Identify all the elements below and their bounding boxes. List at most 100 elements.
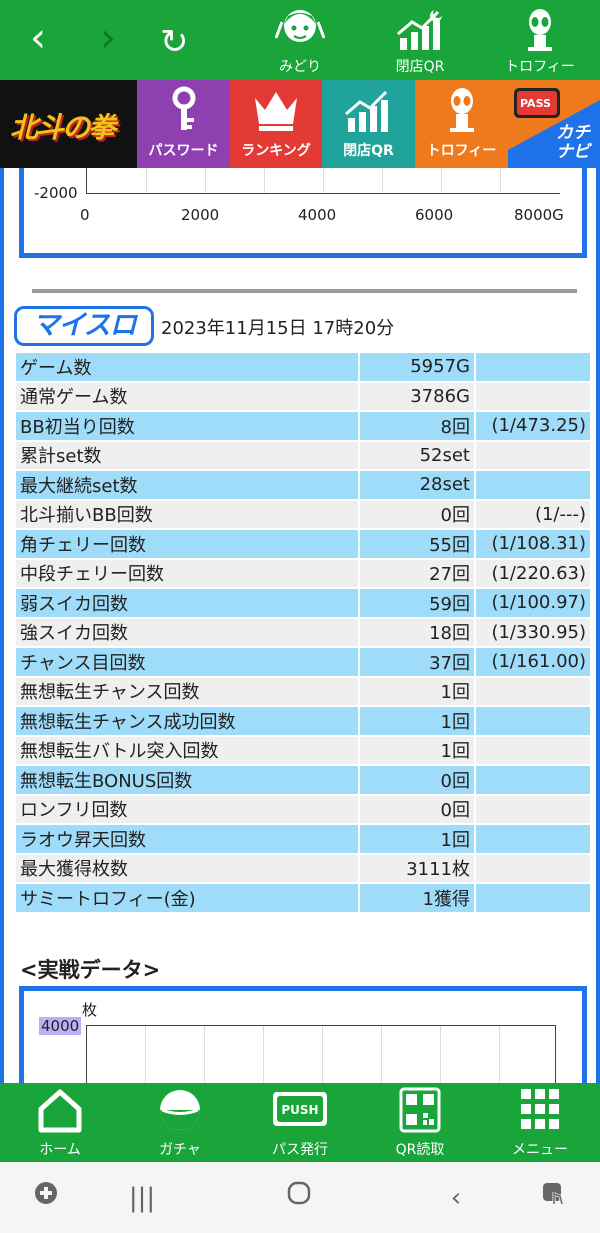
recent-apps-icon[interactable]: ||| [128, 1183, 156, 1213]
menu-strip: 北斗の拳 パスワード ランキング 閉店QR [0, 80, 600, 168]
grid-line [382, 168, 383, 193]
stat-ratio: (1/---) [476, 500, 590, 528]
system-nav-bar: ||| ‹ [0, 1162, 600, 1233]
game-tools-icon[interactable] [26, 1180, 66, 1216]
x-tick-label: 4000 [298, 206, 337, 224]
stat-ratio [476, 825, 590, 853]
stats-table: ゲーム数 5957G 通常ゲーム数 3786G BB初当り回数 8回 (1/473.25) 累… [16, 351, 590, 914]
stat-label: サミートロフィー(金) [16, 884, 360, 912]
system-back-icon[interactable]: ‹ [450, 1183, 462, 1213]
section-title: <実戦データ> [20, 958, 161, 982]
menu-password-tile[interactable]: パスワード [137, 80, 230, 168]
stat-label: 角チェリー回数 [16, 530, 360, 558]
stat-value: 1回 [360, 707, 476, 735]
bottom-nav: ホーム ガチャ PUSH パス発行 QR読取 [0, 1083, 600, 1162]
nav-qr-read[interactable]: QR読取 [370, 1087, 470, 1159]
stat-label: 無想転生チャンス回数 [16, 677, 360, 705]
stat-ratio: (1/161.00) [476, 648, 590, 676]
table-row: 強スイカ回数 18回 (1/330.95) [16, 618, 590, 646]
stat-label: 最大獲得枚数 [16, 854, 360, 882]
stat-label: 強スイカ回数 [16, 618, 360, 646]
top-closing-qr-label: 閉店QR [395, 59, 445, 75]
stat-label: 中段チェリー回数 [16, 559, 360, 587]
table-row: 最大継続set数 28set [16, 471, 590, 499]
menu-trophy-tile[interactable]: トロフィー [415, 80, 508, 168]
nav-gacha[interactable]: ガチャ [130, 1087, 230, 1159]
main-content[interactable]: -2000 0 2000 4000 6000 8000G マイスロ 2023年1… [0, 168, 600, 1083]
nav-home-label: ホーム [39, 1142, 81, 1158]
reload-icon[interactable]: ↻ [160, 22, 189, 62]
stat-value: 3111枚 [360, 854, 476, 882]
stat-ratio: (1/473.25) [476, 412, 590, 440]
qr-code-icon [399, 1087, 441, 1133]
stat-value: 5957G [360, 353, 476, 381]
x-tick-label: 0 [80, 206, 90, 224]
stat-value: 55回 [360, 530, 476, 558]
stat-label: ゲーム数 [16, 353, 360, 381]
x-tick-label: 8000G [514, 206, 564, 224]
nav-qr-read-label: QR読取 [395, 1142, 445, 1158]
table-row: ゲーム数 5957G [16, 353, 590, 381]
stat-value: 27回 [360, 559, 476, 587]
push-text: PUSH [281, 1103, 319, 1117]
stat-value: 8回 [360, 412, 476, 440]
slump-chart-plot [86, 168, 560, 194]
forward-arrow-icon[interactable]: › [100, 15, 116, 61]
katinavi-banner-icon [508, 80, 600, 150]
stat-ratio [476, 382, 590, 410]
stat-value: 37回 [360, 648, 476, 676]
stat-label: チャンス目回数 [16, 648, 360, 676]
stat-ratio [476, 736, 590, 764]
top-midori-button[interactable]: みどり [260, 6, 340, 76]
stat-ratio [476, 854, 590, 882]
medal-chart-plot [86, 1025, 556, 1083]
menu-katinavi-tile[interactable]: PASS カチナビ [508, 80, 600, 168]
nav-pass-issue[interactable]: PUSH パス発行 [250, 1087, 350, 1159]
top-trophy-button[interactable]: トロフィー [500, 6, 580, 76]
top-closing-qr-button[interactable]: 閉店QR [380, 6, 460, 76]
stat-label: 無想転生BONUS回数 [16, 766, 360, 794]
table-row: BB初当り回数 8回 (1/473.25) [16, 412, 590, 440]
menu-ranking-tile[interactable]: ランキング [230, 80, 322, 168]
hokuto-logo-tile[interactable]: 北斗の拳 [0, 80, 137, 168]
stat-value: 3786G [360, 382, 476, 410]
home-icon [38, 1089, 82, 1133]
grid-line [440, 1026, 441, 1083]
stat-value: 1回 [360, 825, 476, 853]
section-divider [32, 289, 577, 293]
stat-ratio [476, 884, 590, 912]
stat-value: 0回 [360, 795, 476, 823]
menu-closing-qr-tile[interactable]: 閉店QR [322, 80, 415, 168]
y-tick-label: -2000 [34, 184, 78, 202]
back-arrow-icon[interactable]: ‹ [30, 15, 46, 61]
stat-value: 52set [360, 441, 476, 469]
accessibility-touch-icon[interactable] [534, 1180, 574, 1216]
stat-label: 最大継続set数 [16, 471, 360, 499]
stat-value: 18回 [360, 618, 476, 646]
hokuto-logo-text: 北斗の拳 [10, 111, 116, 144]
stat-label: BB初当り回数 [16, 412, 360, 440]
stat-value: 1回 [360, 677, 476, 705]
grid-line [145, 1026, 146, 1083]
key-icon [172, 86, 195, 130]
stat-value: 1獲得 [360, 884, 476, 912]
stat-label: 累計set数 [16, 441, 360, 469]
grid-line [204, 1026, 205, 1083]
nav-home[interactable]: ホーム [10, 1087, 110, 1159]
grid-line [441, 168, 442, 193]
myslo-logo: マイスロ [14, 306, 154, 346]
katinavi-pass-badge: PASS [520, 97, 551, 110]
home-circle-icon[interactable] [279, 1180, 319, 1216]
table-row: 北斗揃いBB回数 0回 (1/---) [16, 500, 590, 528]
stat-value: 28set [360, 471, 476, 499]
stat-label: 通常ゲーム数 [16, 382, 360, 410]
grid-line [322, 1026, 323, 1083]
data-timestamp: 2023年11月15日 17時20分 [161, 318, 395, 339]
gacha-capsule-icon [160, 1090, 200, 1130]
stat-label: ラオウ昇天回数 [16, 825, 360, 853]
table-row: ロンフリ回数 0回 [16, 795, 590, 823]
grid-line [381, 1026, 382, 1083]
stat-label: 北斗揃いBB回数 [16, 500, 360, 528]
nav-menu[interactable]: メニュー [490, 1087, 590, 1159]
closing-chart-icon [397, 10, 442, 50]
